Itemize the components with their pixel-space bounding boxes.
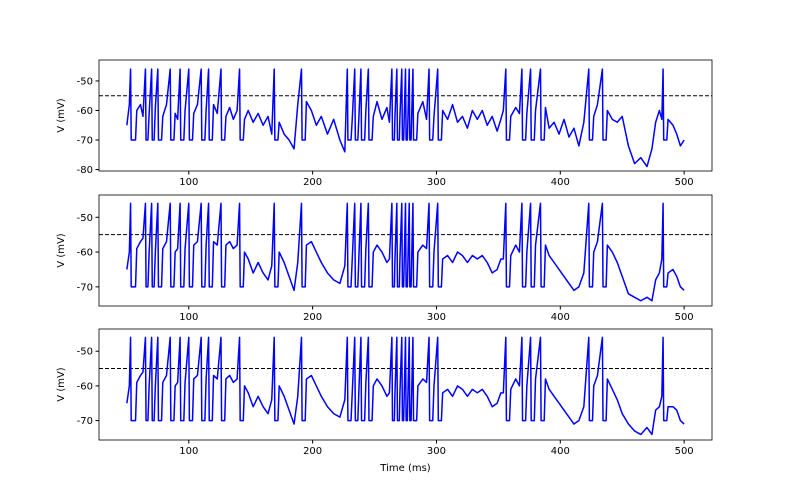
y-axis-label: V (mV): [56, 233, 67, 268]
y-tick-label: -50: [77, 213, 93, 224]
y-tick-label: -60: [77, 106, 93, 117]
x-tick-label: 200: [303, 446, 322, 457]
voltage-trace: [126, 68, 685, 168]
y-axis-label: V (mV): [56, 367, 67, 402]
y-axis-label: V (mV): [56, 98, 67, 133]
voltage-trace: [126, 336, 685, 436]
x-tick-label: 400: [551, 446, 570, 457]
x-tick-label: 500: [675, 446, 694, 457]
voltage-trace: [126, 202, 685, 302]
x-tick-label: 500: [675, 177, 694, 188]
y-tick-label: -70: [77, 282, 93, 293]
x-tick-label: 300: [427, 177, 446, 188]
y-tick-label: -80: [77, 165, 93, 176]
y-tick-label: -70: [77, 136, 93, 147]
y-tick-label: -70: [77, 416, 93, 427]
x-tick-label: 100: [179, 446, 198, 457]
x-tick-label: 500: [675, 312, 694, 323]
x-tick-label: 300: [427, 312, 446, 323]
x-tick-label: 200: [303, 312, 322, 323]
x-tick-label: 300: [427, 446, 446, 457]
x-tick-label: 100: [179, 312, 198, 323]
axes-frame: [98, 194, 713, 307]
axes-frame: [98, 328, 713, 441]
y-tick-label: -50: [77, 347, 93, 358]
x-axis-label: Time (ms): [379, 463, 431, 474]
y-tick-label: -50: [77, 76, 93, 87]
x-tick-label: 200: [303, 177, 322, 188]
x-tick-label: 100: [179, 177, 198, 188]
axes-frame: [98, 59, 713, 172]
x-tick-label: 400: [551, 177, 570, 188]
x-tick-label: 400: [551, 312, 570, 323]
y-tick-label: -60: [77, 248, 93, 259]
y-tick-label: -60: [77, 381, 93, 392]
